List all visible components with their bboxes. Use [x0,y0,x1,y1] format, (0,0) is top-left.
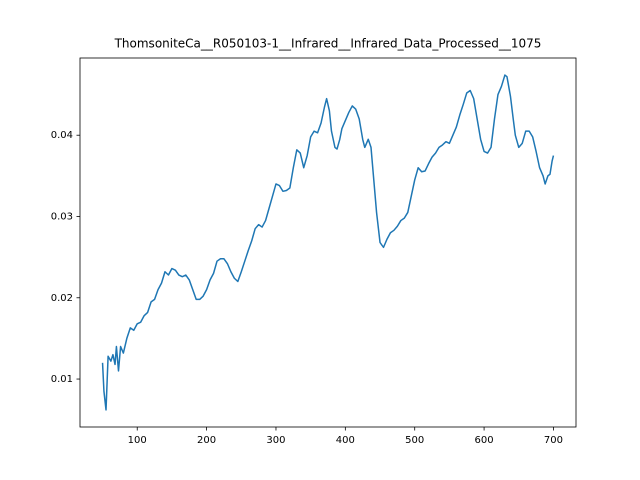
y-tick-label: 0.03 [51,211,73,222]
x-tick-label: 100 [128,435,147,446]
x-tick-label: 700 [544,435,563,446]
plot-frame [79,57,577,428]
x-tick-label: 500 [405,435,424,446]
x-tick-label: 600 [475,435,494,446]
data-line [101,74,555,411]
y-tick-label: 0.04 [51,130,73,141]
x-tick-label: 400 [336,435,355,446]
y-tick-label: 0.01 [51,374,73,385]
chart-title: ThomsoniteCa__R050103-1__Infrared__Infra… [114,37,542,51]
x-tick-label: 300 [266,435,285,446]
x-tick-label: 200 [197,435,216,446]
y-tick-label: 0.02 [51,293,73,304]
